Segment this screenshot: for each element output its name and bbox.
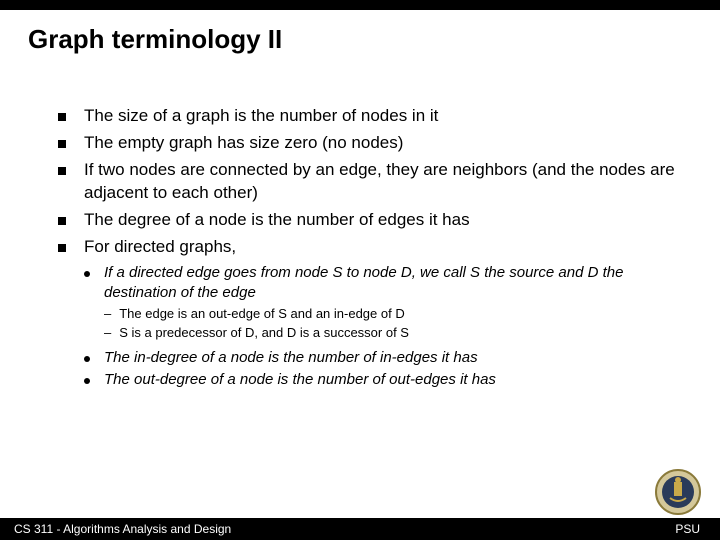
header-bar <box>0 0 720 10</box>
dot-bullet-icon <box>84 271 90 277</box>
square-bullet-icon <box>58 244 66 252</box>
dot-bullet-icon <box>84 378 90 384</box>
bullet-item: The empty graph has size zero (no nodes) <box>58 132 690 155</box>
bullet-item: The degree of a node is the number of ed… <box>58 209 690 232</box>
dash-bullet-icon: – <box>104 324 111 342</box>
bullet-text: For directed graphs, <box>84 236 236 259</box>
bullet-text: The size of a graph is the number of nod… <box>84 105 438 128</box>
bullet-text: The empty graph has size zero (no nodes) <box>84 132 403 155</box>
footer-left: CS 311 - Algorithms Analysis and Design <box>14 522 231 536</box>
sub-bullet-text: The in-degree of a node is the number of… <box>104 348 478 368</box>
sub-bullet-item: The in-degree of a node is the number of… <box>84 348 690 368</box>
sub-sub-bullet-item: – S is a predecessor of D, and D is a su… <box>104 324 690 342</box>
slide-title: Graph terminology II <box>0 10 720 55</box>
dot-bullet-icon <box>84 356 90 362</box>
sub-sub-bullet-item: – The edge is an out-edge of S and an in… <box>104 305 690 323</box>
bullet-item: If two nodes are connected by an edge, t… <box>58 159 690 205</box>
square-bullet-icon <box>58 113 66 121</box>
sub-bullet-item: The out-degree of a node is the number o… <box>84 370 690 390</box>
sub-bullet-text: The out-degree of a node is the number o… <box>104 370 496 390</box>
footer-bar: CS 311 - Algorithms Analysis and Design … <box>0 518 720 540</box>
sub-sub-bullet-text: S is a predecessor of D, and D is a succ… <box>119 324 409 342</box>
sub-bullet-text: If a directed edge goes from node S to n… <box>104 263 690 304</box>
square-bullet-icon <box>58 167 66 175</box>
square-bullet-icon <box>58 217 66 225</box>
square-bullet-icon <box>58 140 66 148</box>
footer-right: PSU <box>675 522 700 536</box>
seal-icon <box>654 468 702 516</box>
dash-bullet-icon: – <box>104 305 111 323</box>
sub-sub-bullet-text: The edge is an out-edge of S and an in-e… <box>119 305 404 323</box>
sub-bullet-item: If a directed edge goes from node S to n… <box>84 263 690 304</box>
bullet-text: If two nodes are connected by an edge, t… <box>84 159 690 205</box>
slide-content: The size of a graph is the number of nod… <box>0 55 720 391</box>
bullet-text: The degree of a node is the number of ed… <box>84 209 470 232</box>
bullet-item: For directed graphs, <box>58 236 690 259</box>
bullet-item: The size of a graph is the number of nod… <box>58 105 690 128</box>
